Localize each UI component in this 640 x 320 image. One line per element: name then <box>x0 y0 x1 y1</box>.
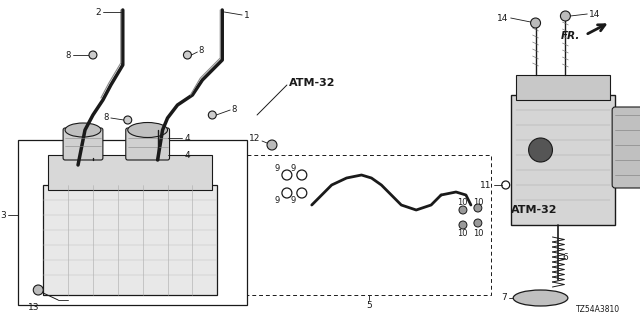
Ellipse shape <box>65 123 101 137</box>
Text: 8: 8 <box>231 105 237 114</box>
FancyBboxPatch shape <box>48 155 212 190</box>
FancyBboxPatch shape <box>126 128 170 160</box>
Circle shape <box>531 18 541 28</box>
Ellipse shape <box>128 123 168 138</box>
Text: 9: 9 <box>275 196 280 204</box>
Text: 10: 10 <box>457 197 467 206</box>
Text: 3: 3 <box>1 211 6 220</box>
Text: 8: 8 <box>66 51 71 60</box>
Bar <box>19 140 247 305</box>
FancyBboxPatch shape <box>63 128 103 160</box>
Text: 13: 13 <box>28 302 39 311</box>
Text: 2: 2 <box>95 7 101 17</box>
Circle shape <box>209 111 216 119</box>
Text: TZ54A3810: TZ54A3810 <box>576 306 620 315</box>
Text: 4: 4 <box>184 150 190 159</box>
Text: 7: 7 <box>501 293 507 302</box>
Text: 9: 9 <box>291 196 296 204</box>
Circle shape <box>33 285 44 295</box>
FancyBboxPatch shape <box>516 75 610 100</box>
Text: 9: 9 <box>275 164 280 172</box>
Text: 10: 10 <box>472 197 483 206</box>
Circle shape <box>529 138 552 162</box>
Text: 14: 14 <box>589 10 601 19</box>
Text: 12: 12 <box>249 133 260 142</box>
Text: 5: 5 <box>367 300 372 309</box>
Circle shape <box>459 221 467 229</box>
FancyBboxPatch shape <box>44 185 217 295</box>
Text: 10: 10 <box>472 228 483 237</box>
Circle shape <box>124 116 132 124</box>
Circle shape <box>267 140 277 150</box>
Text: 1: 1 <box>244 11 250 20</box>
Text: ATM-32: ATM-32 <box>511 205 557 215</box>
Text: FR.: FR. <box>561 31 580 41</box>
Text: ATM-32: ATM-32 <box>289 78 335 88</box>
Bar <box>247 155 491 295</box>
Text: 8: 8 <box>104 113 109 122</box>
Text: 8: 8 <box>198 45 204 54</box>
Circle shape <box>89 51 97 59</box>
Circle shape <box>474 219 482 227</box>
Ellipse shape <box>513 290 568 306</box>
Text: 10: 10 <box>457 228 467 237</box>
Text: 11: 11 <box>480 180 492 189</box>
Circle shape <box>561 11 570 21</box>
Text: 6: 6 <box>563 253 568 262</box>
Text: 4: 4 <box>184 133 190 142</box>
FancyBboxPatch shape <box>612 107 640 188</box>
Text: 9: 9 <box>291 164 296 172</box>
Circle shape <box>184 51 191 59</box>
FancyBboxPatch shape <box>511 95 615 225</box>
Circle shape <box>459 206 467 214</box>
Text: 14: 14 <box>497 13 509 22</box>
Circle shape <box>474 204 482 212</box>
